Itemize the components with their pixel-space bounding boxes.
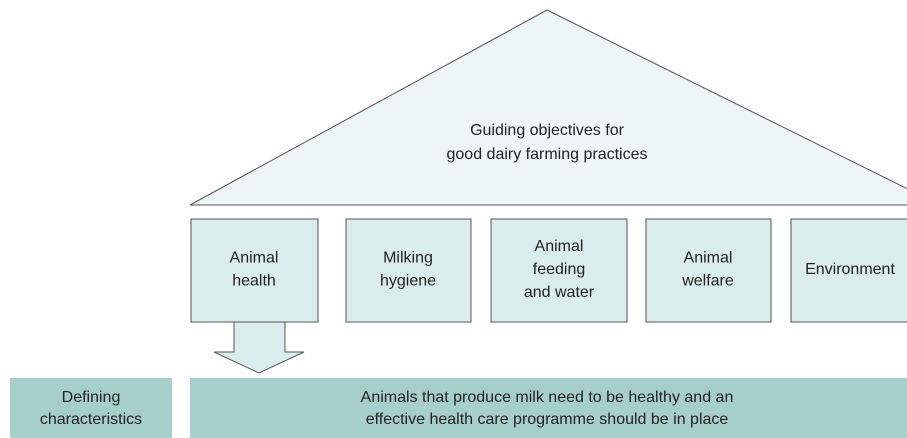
pillar-label-line: welfare <box>681 273 734 290</box>
description: Animals that produce milk need to be hea… <box>361 389 734 428</box>
pillar-label-line: Environment <box>805 261 895 278</box>
pillar-label-line: hygiene <box>380 273 436 290</box>
pillar-label: Animal welfare <box>681 250 734 290</box>
pillar-box <box>345 218 472 323</box>
pillar-label: Environment <box>805 261 895 278</box>
pillar-label-line: Animal <box>684 250 733 267</box>
pillar-box <box>645 218 772 323</box>
description-line: Animals that produce milk need to be hea… <box>361 389 734 406</box>
pillar-label-line: Animal <box>535 238 584 255</box>
pillar-label-line: Animal <box>230 250 279 267</box>
arrow <box>213 321 305 374</box>
roof-text-line: good dairy farming practices <box>447 146 648 163</box>
pillar-box <box>790 218 907 323</box>
pillar-label-line: and water <box>524 284 595 301</box>
side-label-line: characteristics <box>40 411 142 428</box>
description-line: effective health care programme should b… <box>366 411 729 428</box>
side-label-line: Defining <box>62 389 121 406</box>
pillar-box <box>190 218 319 323</box>
roof-text-line: Guiding objectives for <box>470 122 625 139</box>
pillar-box <box>490 218 628 323</box>
roof-text: Guiding objectives for good dairy farming… <box>447 122 648 163</box>
roof <box>189 9 907 206</box>
pillar-label: Animal feeding and water <box>524 238 595 301</box>
pillar-label-line: health <box>232 273 276 290</box>
pillar-label-line: feeding <box>533 261 586 278</box>
pillar-label-line: Milking <box>383 250 433 267</box>
pillar-label: Animal health <box>230 250 279 290</box>
side-label-box <box>10 378 172 438</box>
side-label: Defining characteristics <box>40 389 142 428</box>
description-box <box>190 378 907 438</box>
pillar-label: Milking hygiene <box>380 250 436 290</box>
